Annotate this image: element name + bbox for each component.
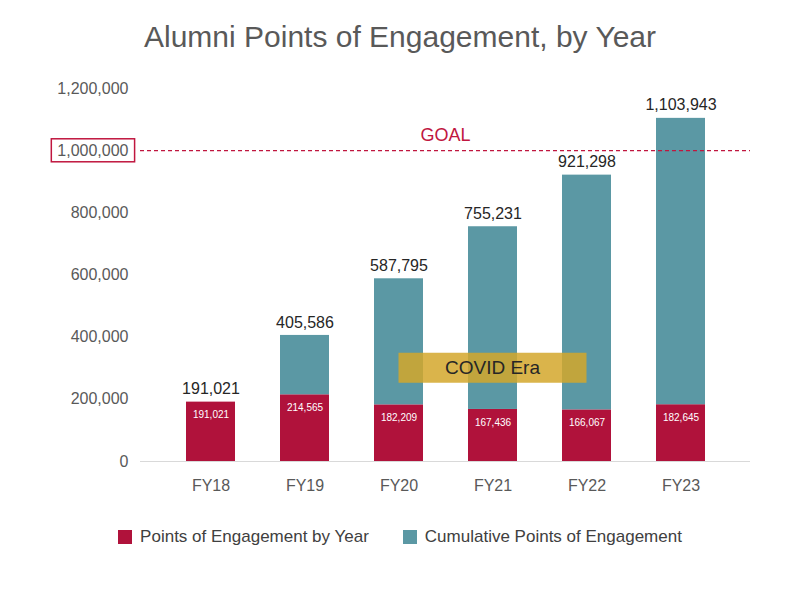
svg-text:FY21: FY21 [474,477,512,494]
svg-text:191,021: 191,021 [182,380,240,397]
svg-text:0: 0 [120,453,129,470]
svg-text:FY20: FY20 [380,477,418,494]
svg-text:FY18: FY18 [192,477,230,494]
svg-text:755,231: 755,231 [464,205,522,222]
html-text:Cumulative Points of Engagemen: Cumulative Points of Engagement [424,527,682,546]
html-text:Alumni Points of Engagement, b: Alumni Points of Engagement, by Year [144,20,656,53]
svg-text:1,200,000: 1,200,000 [57,80,128,97]
svg-text:167,436: 167,436 [475,417,512,428]
svg-text:GOAL: GOAL [420,125,470,145]
svg-text:1,103,943: 1,103,943 [645,96,716,113]
svg-text:COVID Era: COVID Era [445,357,540,378]
svg-text:166,067: 166,067 [569,417,606,428]
svg-text:182,645: 182,645 [663,412,700,423]
svg-text:587,795: 587,795 [370,257,428,274]
html-text:Points of Engagement by Year: Points of Engagement by Year [140,527,369,546]
svg-text:FY23: FY23 [662,477,700,494]
svg-text:400,000: 400,000 [71,328,129,345]
svg-text:FY22: FY22 [568,477,606,494]
svg-text:FY19: FY19 [286,477,324,494]
svg-text:921,298: 921,298 [558,153,616,170]
svg-text:191,021: 191,021 [193,409,230,420]
svg-text:200,000: 200,000 [71,390,129,407]
svg-text:214,565: 214,565 [287,402,324,413]
svg-text:600,000: 600,000 [71,266,129,283]
svg-text:800,000: 800,000 [71,204,129,221]
svg-text:1,000,000: 1,000,000 [57,142,128,159]
svg-text:405,586: 405,586 [276,314,334,331]
svg-text:182,209: 182,209 [381,412,418,423]
